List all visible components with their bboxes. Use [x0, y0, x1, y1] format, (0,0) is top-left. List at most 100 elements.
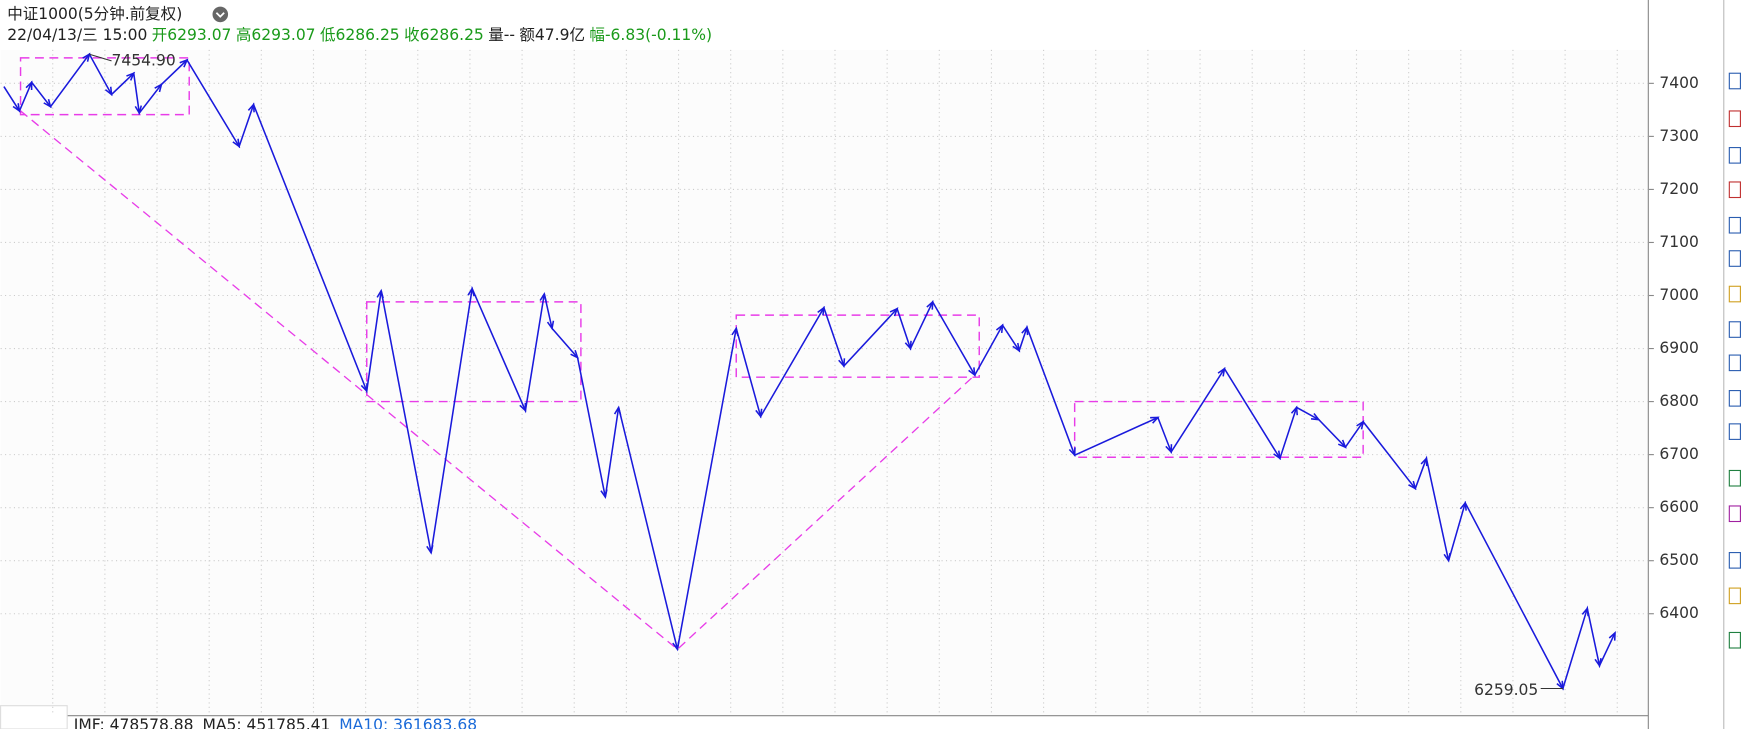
- info-volume: 量--: [488, 26, 515, 44]
- indicator-bar: IMF: 478578.88 MA5: 451785.41 MA10: 361683…: [74, 716, 477, 729]
- arrow-head: [519, 402, 527, 413]
- tool-icon[interactable]: [1728, 390, 1741, 407]
- indicator-ma5: MA5: 451785.41: [202, 716, 330, 729]
- trend-line: [20, 110, 976, 651]
- arrow-head: [731, 326, 739, 337]
- tool-icon[interactable]: [1728, 587, 1741, 605]
- arrow-head: [1217, 367, 1226, 377]
- info-bar: 22/04/13/三 15:00 开6293.07 高6293.07 低6286.25…: [7, 26, 712, 44]
- plot-area: [0, 49, 1649, 716]
- tool-icon[interactable]: [1728, 147, 1741, 164]
- chart-title: 中证1000(5分钟.前复权): [7, 5, 182, 23]
- range-box: [19, 57, 190, 116]
- arrow-head: [1459, 500, 1467, 511]
- arrow-head: [1594, 657, 1602, 668]
- tool-icon[interactable]: [1728, 354, 1741, 372]
- y-tick-label: 7200: [1659, 180, 1699, 198]
- y-tick-label: 7300: [1659, 127, 1699, 145]
- y-tick-label: 6700: [1659, 445, 1699, 463]
- arrow-head: [467, 286, 475, 297]
- annotation-arrow: [89, 53, 112, 62]
- arrow-head: [12, 103, 21, 113]
- arrow-head: [1420, 456, 1428, 467]
- arrow-head: [82, 52, 91, 62]
- arrow-head: [995, 323, 1004, 334]
- info-change: 幅-6.83(-0.11%): [589, 26, 712, 44]
- range-box: [1073, 400, 1364, 458]
- arrow-head: [817, 305, 825, 316]
- arrow-head: [904, 340, 912, 351]
- info-high: 高6293.07: [236, 26, 316, 44]
- tool-icon[interactable]: [1728, 631, 1741, 649]
- y-tick-label: 6500: [1659, 551, 1699, 569]
- tool-icon[interactable]: [1728, 469, 1741, 487]
- tool-icon[interactable]: [1728, 423, 1741, 440]
- info-close: 收6286.25: [404, 26, 484, 44]
- arrow-head: [1443, 552, 1451, 563]
- tool-icon[interactable]: [1728, 321, 1741, 338]
- arrow-head: [43, 98, 52, 109]
- indicator-ma10: MA10: 361683.68: [339, 716, 477, 729]
- arrow-head: [1068, 447, 1076, 458]
- arrow-head: [104, 86, 113, 97]
- arrow-head: [889, 307, 899, 317]
- arrow-head: [25, 80, 33, 91]
- dropdown-chevron: [215, 12, 225, 18]
- arrow-head: [1408, 480, 1417, 491]
- corner-panel: [0, 705, 68, 729]
- arrow-head: [570, 349, 579, 360]
- arrow-head: [546, 320, 555, 331]
- range-box: [735, 314, 980, 378]
- y-tick-label: 6800: [1659, 392, 1699, 410]
- arrow-head: [968, 367, 976, 377]
- arrow-head: [1337, 439, 1347, 449]
- arrow-head: [376, 288, 384, 299]
- toolbar: [1728, 72, 1741, 649]
- arrow-head: [1150, 416, 1160, 424]
- arrow-head: [755, 408, 763, 419]
- range-box: [366, 301, 582, 403]
- arrow-head: [126, 71, 136, 81]
- arrow-head: [1021, 325, 1029, 336]
- arrow-head: [1581, 606, 1589, 617]
- y-tick-label: 7000: [1659, 286, 1699, 304]
- arrow-head: [179, 58, 189, 68]
- annotation: 7454.90: [112, 51, 176, 69]
- tool-icon[interactable]: [1728, 552, 1741, 569]
- tool-icon[interactable]: [1728, 181, 1741, 199]
- tool-icon[interactable]: [1728, 216, 1741, 234]
- arrow-head: [1356, 420, 1365, 430]
- arrow-head: [672, 641, 680, 652]
- arrow-head: [613, 405, 622, 416]
- arrow-head: [247, 102, 255, 113]
- dropdown-icon[interactable]: [212, 6, 229, 23]
- info-low: 低6286.25: [320, 26, 400, 44]
- tool-icon[interactable]: [1728, 250, 1741, 267]
- y-tick-label: 6900: [1659, 339, 1699, 357]
- arrow-head: [134, 105, 143, 116]
- arrow-head: [1310, 413, 1321, 421]
- arrow-head: [232, 138, 241, 149]
- arrow-head: [154, 82, 163, 93]
- arrow-head: [1290, 405, 1299, 416]
- y-tick-label: 7400: [1659, 74, 1699, 92]
- y-tick-label: 6400: [1659, 604, 1699, 622]
- arrow-head: [926, 300, 934, 310]
- indicator-mf: IMF: 478578.88: [74, 716, 194, 729]
- y-tick-label: 6600: [1659, 498, 1699, 516]
- arrow-head: [1012, 342, 1021, 353]
- arrow-head: [539, 291, 547, 302]
- tool-icon[interactable]: [1728, 505, 1741, 523]
- arrow-head: [1273, 450, 1281, 461]
- arrow-head: [360, 383, 368, 393]
- arrow-head: [1165, 444, 1173, 454]
- tool-icon[interactable]: [1728, 285, 1741, 303]
- tool-icon[interactable]: [1728, 72, 1741, 90]
- info-date: 22/04/13/三 15:00: [7, 26, 147, 44]
- info-open: 开6293.07: [152, 26, 232, 44]
- arrow-head: [426, 544, 434, 555]
- annotation: 6259.05: [1474, 681, 1538, 699]
- tool-icon[interactable]: [1728, 110, 1741, 128]
